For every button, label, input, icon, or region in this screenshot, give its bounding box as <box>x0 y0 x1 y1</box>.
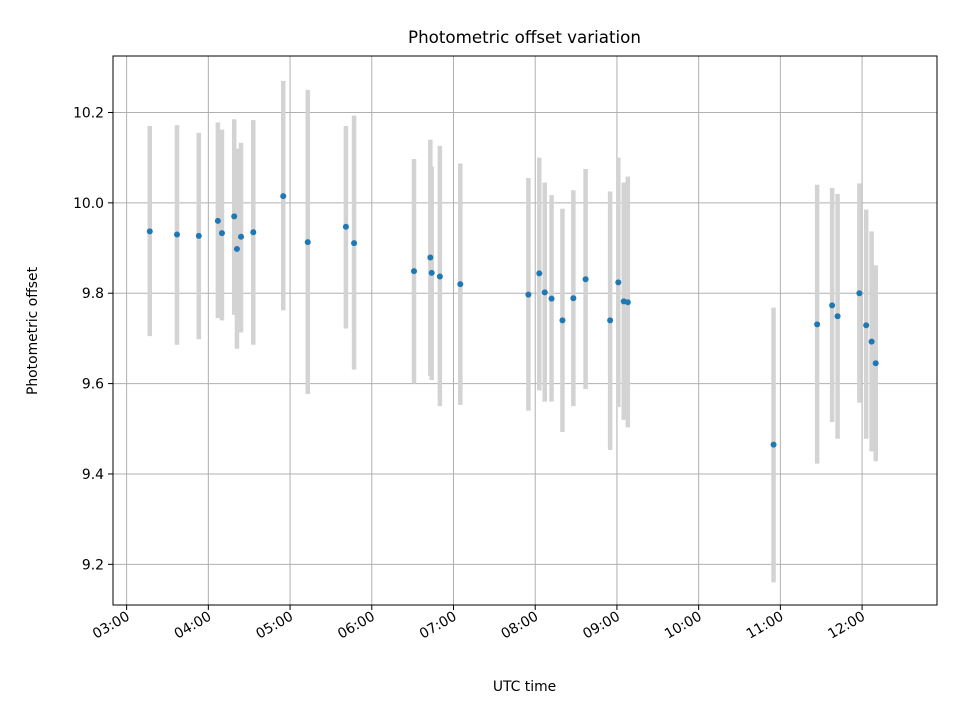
y-tick-label: 10.0 <box>73 196 104 212</box>
data-point <box>525 291 532 298</box>
data-point <box>195 232 202 239</box>
data-point <box>582 276 589 283</box>
data-point <box>231 213 238 220</box>
data-point <box>559 317 566 324</box>
data-point <box>863 322 870 329</box>
data-point <box>548 295 555 302</box>
data-point <box>238 233 245 240</box>
data-point <box>541 289 548 296</box>
data-point <box>427 254 434 261</box>
y-tick-label: 9.2 <box>82 557 104 573</box>
data-point <box>814 321 821 328</box>
y-tick-label: 10.2 <box>73 105 104 121</box>
data-point <box>214 217 221 224</box>
data-point <box>428 269 435 276</box>
data-point <box>410 268 417 275</box>
data-point <box>342 223 349 230</box>
data-point <box>834 313 841 320</box>
data-point <box>615 279 622 286</box>
data-point <box>457 281 464 288</box>
plot-area-frame <box>112 55 938 606</box>
data-point <box>146 228 153 235</box>
data-point <box>280 193 287 200</box>
data-point <box>436 273 443 280</box>
chart-title: Photometric offset variation <box>408 27 641 47</box>
y-tick-label: 9.4 <box>82 467 104 483</box>
data-point <box>856 290 863 297</box>
data-point <box>351 240 358 247</box>
data-point <box>829 302 836 309</box>
data-point <box>250 229 257 236</box>
x-axis-label: UTC time <box>493 679 556 695</box>
data-point <box>233 245 240 252</box>
grid <box>113 56 937 605</box>
data-point <box>624 299 631 306</box>
data-point <box>174 231 181 238</box>
data-point <box>770 441 777 448</box>
data-point <box>570 295 577 302</box>
y-tick-label: 9.8 <box>82 286 104 302</box>
y-axis-label: Photometric offset <box>25 266 41 395</box>
data-points <box>146 193 879 448</box>
data-point <box>868 338 875 345</box>
data-point <box>536 270 543 277</box>
data-point <box>607 317 614 324</box>
data-point <box>304 239 311 246</box>
data-point <box>872 360 879 367</box>
data-point <box>218 230 225 237</box>
y-tick-label: 9.6 <box>82 377 104 393</box>
